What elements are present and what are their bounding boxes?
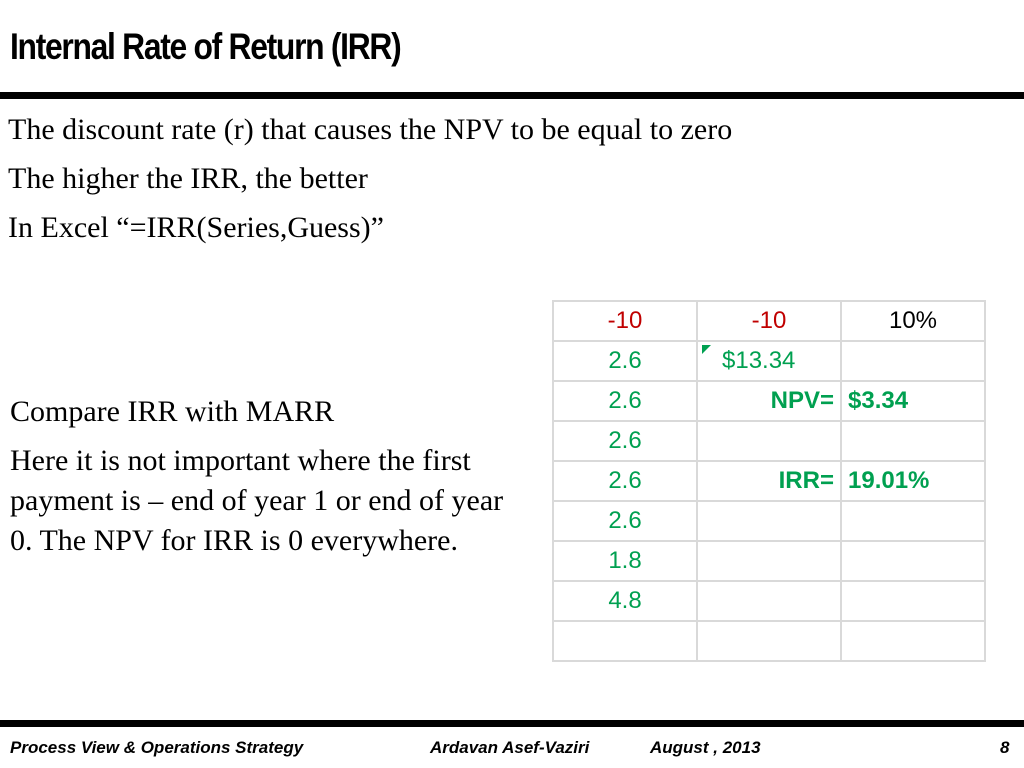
footer-date: August , 2013 bbox=[650, 738, 761, 757]
table-cell[interactable] bbox=[840, 420, 986, 462]
table-cell[interactable]: 2.6 bbox=[552, 340, 698, 382]
table-cell[interactable] bbox=[696, 420, 842, 462]
table-cell[interactable]: 4.8 bbox=[552, 580, 698, 622]
table-cell[interactable]: -10 bbox=[552, 300, 698, 342]
table-cell[interactable]: 10% bbox=[840, 300, 986, 342]
table-cell[interactable]: $13.34 bbox=[696, 340, 842, 382]
page-number: 8 bbox=[1000, 738, 1010, 757]
table-cell[interactable] bbox=[696, 620, 842, 662]
explanation-line: Compare IRR with MARR bbox=[10, 395, 335, 428]
table-row: 2.6 $13.34 bbox=[552, 340, 986, 382]
table-cell[interactable]: 2.6 bbox=[552, 500, 698, 542]
table-row bbox=[552, 620, 986, 662]
table-row: 2.6 NPV= $3.34 bbox=[552, 380, 986, 422]
cell-comment-flag-icon bbox=[702, 345, 711, 354]
explanation-text: Compare IRR with MARR Here it is not imp… bbox=[10, 392, 530, 561]
table-row: 1.8 bbox=[552, 540, 986, 582]
table-row: 2.6 IRR= 19.01% bbox=[552, 460, 986, 502]
table-cell[interactable] bbox=[840, 580, 986, 622]
bullet-item: The discount rate (r) that causes the NP… bbox=[8, 113, 733, 146]
explanation-paragraph: Here it is not important where the first… bbox=[10, 444, 504, 557]
bullet-item: In Excel “=IRR(Series,Guess)” bbox=[8, 211, 384, 244]
slide-title: Internal Rate of Return (IRR) bbox=[10, 26, 402, 67]
table-cell[interactable] bbox=[696, 540, 842, 582]
table-cell[interactable] bbox=[696, 500, 842, 542]
bullet-item: The higher the IRR, the better bbox=[8, 162, 368, 195]
table-cell[interactable]: NPV= bbox=[696, 380, 842, 422]
title-divider bbox=[0, 92, 1024, 99]
table-row: 2.6 bbox=[552, 500, 986, 542]
table-cell[interactable] bbox=[696, 580, 842, 622]
table-cell[interactable] bbox=[840, 340, 986, 382]
table-cell[interactable]: 2.6 bbox=[552, 420, 698, 462]
table-row: 4.8 bbox=[552, 580, 986, 622]
table-cell[interactable] bbox=[840, 540, 986, 582]
table-cell[interactable]: 2.6 bbox=[552, 380, 698, 422]
footer-author: Ardavan Asef-Vaziri bbox=[430, 738, 590, 757]
bullet-list: The discount rate (r) that causes the NP… bbox=[8, 110, 732, 257]
table-cell[interactable]: -10 bbox=[696, 300, 842, 342]
table-cell[interactable]: IRR= bbox=[696, 460, 842, 502]
table-cell[interactable] bbox=[840, 620, 986, 662]
table-cell[interactable]: 2.6 bbox=[552, 460, 698, 502]
cell-value: $13.34 bbox=[722, 347, 796, 374]
table-cell[interactable] bbox=[840, 500, 986, 542]
table-cell[interactable]: $3.34 bbox=[840, 380, 986, 422]
table-cell[interactable] bbox=[552, 620, 698, 662]
spreadsheet-table: -10 -10 10% 2.6 $13.34 2.6 NPV= $3.34 2.… bbox=[552, 300, 986, 662]
table-cell[interactable]: 19.01% bbox=[840, 460, 986, 502]
footer-course: Process View & Operations Strategy bbox=[10, 738, 304, 757]
table-row: 2.6 bbox=[552, 420, 986, 462]
table-cell[interactable]: 1.8 bbox=[552, 540, 698, 582]
table-row: -10 -10 10% bbox=[552, 300, 986, 342]
footer-divider bbox=[0, 720, 1024, 727]
